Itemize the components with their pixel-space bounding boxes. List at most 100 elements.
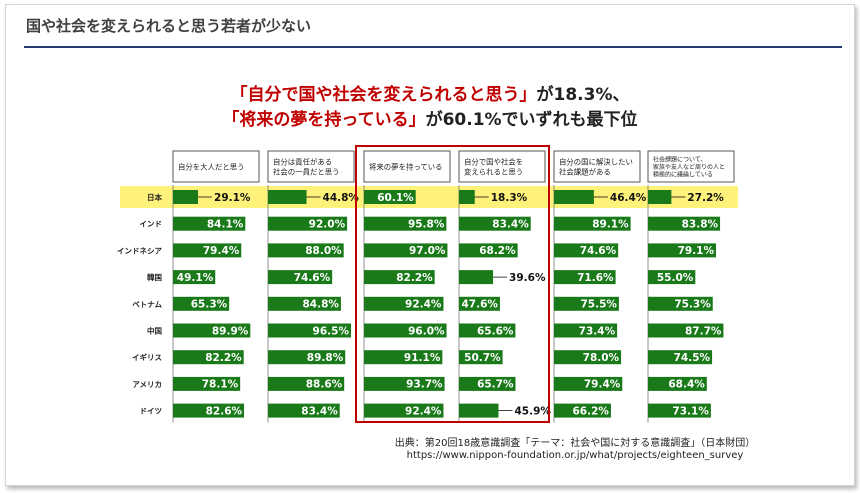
value-label: 55.0% bbox=[657, 272, 694, 284]
column-header-box bbox=[363, 150, 451, 183]
category-label: インド bbox=[140, 220, 163, 229]
column-header-label: 社会課題がある bbox=[559, 168, 611, 177]
value-label: 78.1% bbox=[202, 379, 239, 391]
bar bbox=[364, 296, 444, 311]
bar bbox=[173, 296, 230, 311]
bar bbox=[648, 350, 713, 365]
bar bbox=[173, 376, 241, 391]
value-label: 79.4% bbox=[584, 379, 621, 391]
bar bbox=[648, 270, 696, 285]
value-label: 82.2% bbox=[205, 352, 242, 364]
value-label: 66.2% bbox=[572, 405, 609, 417]
headline-rest-1: が18.3%、 bbox=[536, 85, 630, 105]
bar bbox=[364, 270, 435, 285]
bar bbox=[459, 403, 499, 418]
headline-rest-2: が60.1%でいずれも最下位 bbox=[425, 110, 638, 130]
bar bbox=[364, 243, 448, 258]
category-label: ベトナム bbox=[132, 300, 162, 309]
bar bbox=[268, 376, 345, 391]
bar bbox=[268, 216, 348, 231]
value-label: 91.1% bbox=[404, 352, 441, 364]
value-label: 73.4% bbox=[579, 325, 616, 337]
bar bbox=[268, 243, 344, 258]
value-label: 18.3% bbox=[491, 192, 528, 204]
source-url: https://www.nippon-foundation.or.jp/what… bbox=[406, 450, 744, 461]
value-label: 27.2% bbox=[687, 192, 724, 204]
value-label: 84.8% bbox=[302, 299, 339, 311]
value-label: 74.5% bbox=[674, 352, 711, 364]
value-label: 46.4% bbox=[610, 192, 647, 204]
bar bbox=[648, 376, 707, 391]
bar bbox=[554, 323, 618, 338]
highlight-box bbox=[355, 145, 550, 423]
column-header-box bbox=[553, 150, 641, 183]
source-citation: 出典：第20回18歳意識調査「テーマ：社会や国に対する意識調査」（日本財団） bbox=[394, 438, 756, 449]
bar bbox=[554, 296, 619, 311]
value-label: 78.0% bbox=[583, 352, 620, 364]
column-header-box bbox=[267, 150, 355, 183]
bar bbox=[648, 323, 724, 338]
value-label: 89.9% bbox=[212, 325, 249, 337]
bar bbox=[554, 216, 631, 231]
value-label: 75.5% bbox=[580, 299, 617, 311]
value-label: 89.8% bbox=[307, 352, 344, 364]
value-label: 88.0% bbox=[305, 245, 342, 257]
value-label: 92.4% bbox=[405, 299, 442, 311]
column-header-label: 社会の一員だと思う bbox=[273, 168, 340, 177]
bar bbox=[268, 190, 307, 204]
bar bbox=[554, 270, 616, 285]
bar bbox=[459, 216, 531, 231]
category-label: 日本 bbox=[147, 192, 162, 202]
bar bbox=[268, 403, 340, 418]
bar bbox=[648, 243, 717, 258]
value-label: 39.6% bbox=[509, 272, 546, 284]
value-label: 47.6% bbox=[461, 299, 498, 311]
value-label: 60.1% bbox=[377, 192, 414, 204]
bar bbox=[459, 323, 516, 338]
value-label: 92.4% bbox=[405, 405, 442, 417]
column-header-label: 自分は責任がある bbox=[273, 158, 332, 167]
bar bbox=[173, 190, 199, 204]
bar bbox=[173, 403, 245, 418]
bar bbox=[173, 350, 244, 365]
column-header-label: 自分の国に解決したい bbox=[559, 158, 633, 167]
bar bbox=[554, 243, 619, 258]
title-divider bbox=[24, 46, 842, 48]
bar bbox=[173, 270, 216, 285]
value-label: 68.2% bbox=[479, 245, 516, 257]
bar bbox=[173, 216, 246, 231]
value-label: 65.7% bbox=[477, 379, 514, 391]
bar bbox=[459, 243, 518, 258]
value-label: 96.5% bbox=[313, 325, 350, 337]
value-label: 87.7% bbox=[685, 325, 722, 337]
value-label: 65.3% bbox=[191, 299, 228, 311]
category-label: ドイツ bbox=[140, 407, 163, 416]
value-label: 82.6% bbox=[206, 405, 243, 417]
category-label: イギリス bbox=[132, 352, 162, 362]
value-label: 83.4% bbox=[301, 405, 338, 417]
bar bbox=[648, 216, 721, 231]
value-label: 45.9% bbox=[514, 405, 551, 417]
column-header-label: 自分で国や社会を bbox=[464, 158, 523, 167]
bar bbox=[459, 190, 475, 204]
bar bbox=[268, 296, 341, 311]
bar bbox=[268, 270, 333, 285]
headline-line-2: 「将来の夢を持っている」が60.1%でいずれも最下位 bbox=[0, 105, 860, 130]
value-label: 65.6% bbox=[477, 325, 514, 337]
category-label: インドネシア bbox=[117, 246, 162, 255]
value-label: 49.1% bbox=[177, 272, 214, 284]
column-header-label: 自分を大人だと思う bbox=[178, 163, 245, 172]
value-label: 79.1% bbox=[678, 245, 715, 257]
value-label: 93.7% bbox=[406, 379, 443, 391]
value-label: 50.7% bbox=[464, 352, 501, 364]
category-label: 中国 bbox=[147, 326, 162, 336]
bar bbox=[364, 323, 447, 338]
value-label: 88.6% bbox=[306, 379, 343, 391]
bar bbox=[554, 376, 623, 391]
column-header-label: 家族や友人など周りの人と bbox=[653, 163, 725, 171]
column-header-label: 将来の夢を持っている bbox=[369, 163, 443, 172]
bar bbox=[459, 376, 516, 391]
value-label: 92.0% bbox=[309, 219, 346, 231]
category-label: アメリカ bbox=[132, 380, 162, 389]
